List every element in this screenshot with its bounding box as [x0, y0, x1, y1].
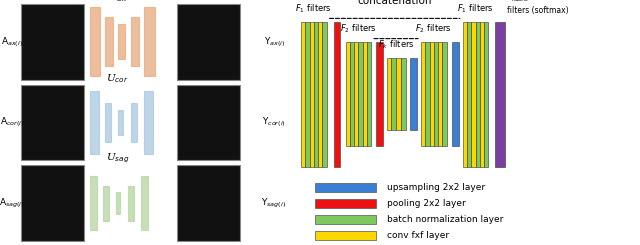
Bar [131, 103, 138, 142]
Text: U$_{ax}$: U$_{ax}$ [108, 0, 127, 4]
Bar [484, 22, 488, 167]
Bar [495, 22, 505, 167]
Text: A$_{ax(i)}$: A$_{ax(i)}$ [1, 35, 23, 49]
Bar [90, 91, 99, 154]
Text: $F_2$ filters: $F_2$ filters [415, 23, 452, 35]
Bar [350, 42, 354, 146]
Bar [346, 42, 350, 146]
Bar [301, 22, 305, 167]
Bar [367, 42, 371, 146]
Bar [480, 22, 484, 167]
Text: Y$_{cor(i)}$: Y$_{cor(i)}$ [262, 116, 285, 129]
Text: $n_{labels}$ conv 1x1
filters (softmax): $n_{labels}$ conv 1x1 filters (softmax) [507, 0, 568, 15]
Text: Y$_{sag(i)}$: Y$_{sag(i)}$ [260, 197, 285, 210]
Bar [20, 4, 84, 80]
Bar [129, 186, 134, 220]
Text: batch normalization layer: batch normalization layer [387, 215, 503, 224]
Bar [144, 7, 155, 76]
Bar [315, 215, 376, 224]
Bar [103, 186, 109, 220]
Bar [463, 22, 467, 167]
Bar [131, 17, 140, 66]
Text: upsampling 2x2 layer: upsampling 2x2 layer [387, 183, 484, 192]
Text: A$_{cor(i)}$: A$_{cor(i)}$ [0, 116, 24, 129]
Bar [118, 24, 125, 59]
Bar [452, 42, 459, 146]
Bar [392, 58, 396, 130]
Bar [141, 176, 148, 230]
Text: $F_1$ filters: $F_1$ filters [296, 2, 332, 15]
Bar [354, 42, 358, 146]
Bar [467, 22, 471, 167]
Bar [177, 165, 240, 241]
Bar [104, 103, 111, 142]
Bar [177, 4, 240, 80]
Bar [315, 199, 376, 208]
Bar [20, 165, 84, 241]
Bar [177, 85, 240, 160]
Bar [90, 176, 97, 230]
Text: Y$_{ax(i)}$: Y$_{ax(i)}$ [264, 35, 285, 49]
Text: $F_k$ filters: $F_k$ filters [378, 38, 415, 51]
Bar [410, 58, 417, 130]
Text: U$_{cor}$: U$_{cor}$ [106, 72, 129, 85]
Bar [310, 22, 314, 167]
Bar [116, 192, 120, 214]
Bar [358, 42, 363, 146]
Bar [438, 42, 442, 146]
Bar [429, 42, 434, 146]
Bar [476, 22, 480, 167]
Bar [118, 110, 123, 135]
Bar [421, 42, 425, 146]
Bar [318, 22, 323, 167]
Bar [305, 22, 310, 167]
Bar [104, 17, 113, 66]
Bar [387, 58, 392, 130]
Text: $F_2$ filters: $F_2$ filters [340, 23, 377, 35]
Bar [434, 42, 438, 146]
Bar [144, 91, 153, 154]
Bar [323, 22, 326, 167]
Bar [471, 22, 476, 167]
Bar [401, 58, 406, 130]
Bar [90, 7, 100, 76]
Bar [314, 22, 318, 167]
Bar [396, 58, 401, 130]
Text: conv fxf layer: conv fxf layer [387, 231, 449, 240]
Bar [425, 42, 429, 146]
Text: pooling 2x2 layer: pooling 2x2 layer [387, 199, 465, 208]
Bar [363, 42, 367, 146]
Text: U$_{sag}$: U$_{sag}$ [106, 152, 129, 165]
Text: $F_1$ filters: $F_1$ filters [457, 2, 494, 15]
Bar [442, 42, 447, 146]
Bar [315, 183, 376, 192]
Bar [20, 85, 84, 160]
Bar [333, 22, 340, 167]
Bar [376, 42, 383, 146]
Text: concatenation: concatenation [358, 0, 432, 6]
Bar [315, 231, 376, 240]
Text: A$_{sag(i)}$: A$_{sag(i)}$ [0, 197, 24, 210]
